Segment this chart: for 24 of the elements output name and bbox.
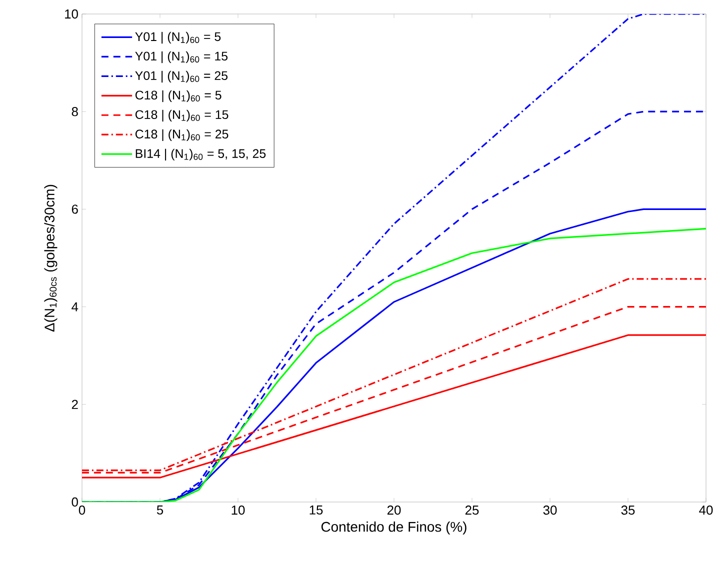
y-tick-label: 2 [72, 400, 78, 409]
x-tick-label: 35 [621, 506, 635, 515]
x-tick-label: 15 [310, 506, 323, 515]
y-tick-label: 10 [65, 9, 78, 19]
x-tick-label: 20 [387, 506, 401, 515]
legend-label: Y01 | (N$_{1}$)$_{60}$ = 15 [135, 51, 228, 64]
y-tick-label: 8 [72, 107, 78, 116]
legend-label: Y01 | (N$_{1}$)$_{60}$ = 5 [135, 32, 221, 44]
legend-label: C18 | (N$_{1}$)$_{60}$ = 15 [135, 110, 228, 122]
x-tick-label: 0 [78, 506, 86, 515]
x-tick-label: 5 [156, 506, 164, 515]
x-tick-label: 30 [543, 506, 557, 515]
legend-label: C18 | (N$_{1}$)$_{60}$ = 5 [135, 90, 222, 102]
legend-label: C18 | (N$_{1}$)$_{60}$ = 25 [135, 129, 228, 142]
x-axis-title: Contenido de Finos (%) [321, 522, 466, 535]
legend-label: BI14 | (N$_{1}$)$_{60}$ = 5, 15, 25 [136, 148, 266, 160]
y-axis-title: Δ(N$_{1}$)$_{60cs}$ (golpes/30cm) [44, 184, 58, 332]
y-tick-label: 0 [72, 497, 78, 507]
x-tick-label: 10 [232, 506, 245, 515]
x-tick-label: 25 [465, 506, 479, 515]
y-tick-label: 6 [72, 204, 78, 214]
legend-label: Y01 | (N$_{1}$)$_{60}$ = 25 [135, 70, 228, 83]
x-tick-label: 40 [699, 506, 713, 515]
y-tick-label: 4 [72, 302, 78, 312]
